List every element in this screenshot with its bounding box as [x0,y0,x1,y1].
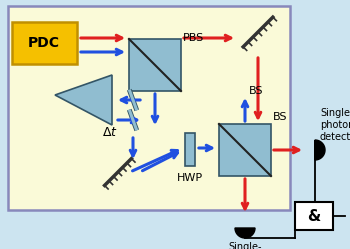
Bar [219,124,271,176]
Polygon shape [235,228,255,238]
Text: BS: BS [273,112,287,122]
Text: $\Delta t$: $\Delta t$ [102,125,118,138]
Polygon shape [315,140,325,160]
Bar [8,6,290,210]
Text: PBS: PBS [183,33,204,43]
Text: &: & [307,208,321,224]
Bar [12,22,77,64]
Text: Single-
photon
detector: Single- photon detector [320,108,350,142]
Text: Single-
photon
detector: Single- photon detector [224,242,266,249]
Bar [129,39,181,91]
Bar [295,202,333,230]
Text: HWP: HWP [177,173,203,183]
Bar [185,133,195,166]
Polygon shape [55,75,112,125]
Text: BS: BS [249,86,264,96]
Text: PDC: PDC [28,36,60,50]
